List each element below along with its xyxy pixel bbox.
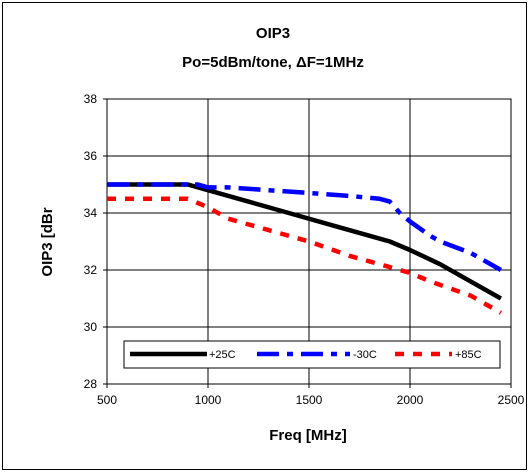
x-tick-label: 2500 bbox=[498, 393, 525, 407]
x-tick-label: 1000 bbox=[195, 393, 222, 407]
tick-labels: 28 30 32 34 36 38 500 1000 1500 2000 2500 bbox=[84, 92, 525, 407]
y-tick-label: 32 bbox=[84, 263, 98, 277]
grid-lines bbox=[103, 98, 512, 388]
legend-label-1: +25C bbox=[209, 349, 236, 361]
y-tick-label: 36 bbox=[84, 149, 98, 163]
series-line-3 bbox=[107, 196, 503, 315]
legend: +25C -30C +85C bbox=[123, 340, 501, 369]
y-tick-label: 30 bbox=[84, 320, 98, 334]
series-group bbox=[107, 182, 503, 315]
series-line-2 bbox=[107, 182, 503, 272]
chart-title: OIP3 bbox=[256, 25, 290, 42]
chart-subtitle: Po=5dBm/tone, ΔF=1MHz bbox=[182, 54, 364, 71]
y-tick-label: 34 bbox=[84, 206, 98, 220]
series-line-1 bbox=[107, 182, 503, 301]
legend-label-2: -30C bbox=[353, 349, 377, 361]
y-tick-label: 38 bbox=[84, 92, 98, 106]
x-tick-label: 500 bbox=[97, 393, 117, 407]
y-axis-title: OIP3 [dBr bbox=[39, 207, 56, 276]
y-tick-label: 28 bbox=[84, 377, 98, 391]
x-tick-label: 1500 bbox=[296, 393, 323, 407]
legend-label-3: +85C bbox=[455, 349, 482, 361]
x-tick-label: 2000 bbox=[397, 393, 424, 407]
x-axis-title: Freq [MHz] bbox=[269, 427, 347, 444]
